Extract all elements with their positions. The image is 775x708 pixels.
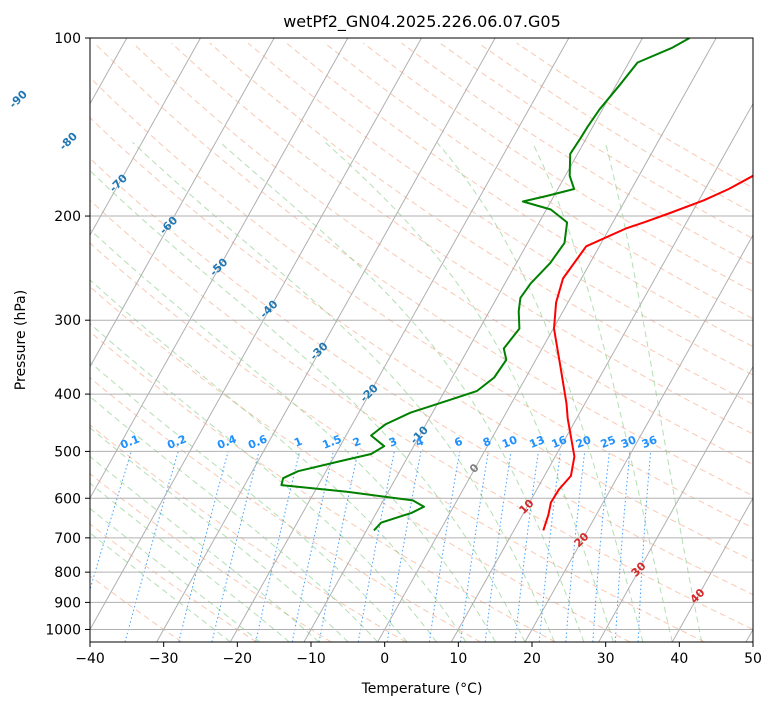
isotherm-gridline [156,38,496,642]
mixing-ratio-label: 10 [500,433,519,451]
mixing-ratio-line [460,451,489,642]
x-tick-label: 10 [449,651,467,667]
dry-adiabat [94,42,753,497]
isotherm-gridline [671,497,753,642]
pressure-gridlines [90,38,753,630]
mixing-ratio-line [255,451,301,642]
dry-adiabat [132,42,753,466]
x-axis: −40 −30 −20 −10 0 10 20 30 40 50 [75,642,762,667]
mixing-ratio-label: 25 [599,433,618,451]
mixing-ratio-label: 8 [481,435,493,450]
y-tick-label: 400 [54,387,81,403]
x-tick-label: 40 [670,651,688,667]
x-tick-label: 30 [597,651,615,667]
x-tick-label: −10 [296,651,326,667]
dry-adiabat [90,523,257,642]
isotherm-gridline [90,38,201,237]
chart-title: wetPf2_GN04.2025.226.06.07.G05 [283,12,561,32]
dry-adiabat [90,575,183,642]
mixing-ratio-label: 13 [528,433,547,451]
dry-adiabat [90,157,753,596]
y-tick-label: 600 [54,491,81,507]
isotherm-gridline [524,234,753,642]
mixing-ratio-label: 20 [574,433,593,451]
isotherm-gridline [598,365,753,642]
dry-adiabat [171,42,753,435]
y-tick-label: 200 [54,209,81,225]
dry-adiabat [90,424,407,642]
isotherm-gridline [450,102,753,642]
dry-adiabat [90,377,481,642]
skewed-isotherms [90,38,753,642]
isotherm-gridline [90,38,275,368]
dry-adiabat [90,286,631,642]
sounding-series [280,38,753,532]
mixing-ratio-line [565,451,586,642]
plot-background [90,38,753,642]
x-axis-label: Temperature (°C) [361,681,483,697]
x-tick-label: −20 [223,651,253,667]
dry-adiabat [324,42,753,320]
x-tick-label: 20 [523,651,541,667]
dry-adiabat [90,473,332,642]
y-tick-label: 800 [54,565,81,581]
mixing-ratio-label: 1 [292,435,304,450]
plot-frame [89,37,754,643]
mixing-ratio-line [178,451,229,642]
dry-adiabat [90,76,753,529]
y-tick-label: 500 [54,444,81,460]
isotherm-gridline [90,38,422,631]
dry-adiabat [90,199,753,631]
isotherm-gridline [90,38,349,500]
mixing-ratio-label: 16 [550,433,569,451]
y-tick-label: 100 [54,31,81,47]
mixing-ratio-line [484,451,512,642]
isotherm-gridline [229,38,570,642]
mixing-ratio-label: 3 [387,435,399,450]
y-tick-label: 1000 [45,622,81,638]
mixing-ratio-line [90,451,132,592]
x-tick-label: 0 [380,651,389,667]
dry-adiabat [362,42,753,293]
y-tick-label: 300 [54,313,81,329]
isotherm-gridline [377,38,717,642]
mixing-ratio-label: 36 [640,433,659,451]
mixing-ratio-label: 2 [351,435,363,450]
mixing-ratio-line [428,451,461,642]
dry-adiabat [286,42,753,348]
mixing-ratio-line [514,451,539,642]
x-tick-label: −40 [75,651,105,667]
mixing-ratio-line [211,451,260,642]
dewpoint-profile [280,38,691,532]
y-tick-label: 700 [54,531,81,547]
x-tick-label: −30 [149,651,179,667]
isotherm-gridline [303,38,643,642]
x-tick-label: 50 [744,651,762,667]
mixing-ratio-label: 30 [619,433,638,451]
y-tick-label: 900 [54,595,81,611]
temperature-profile [542,174,753,531]
dry-adiabat [90,331,556,642]
y-axis-label: Pressure (hPa) [13,290,29,390]
y-axis: 1000 900 800 700 600 500 400 300 200 100 [45,31,90,638]
